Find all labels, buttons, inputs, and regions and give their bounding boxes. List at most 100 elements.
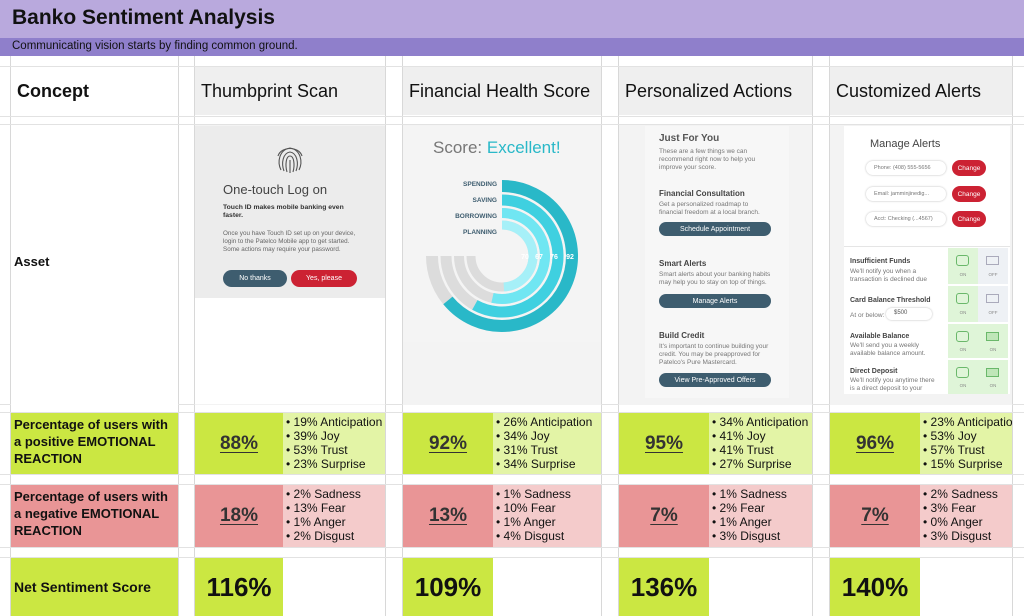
emotion-item: 34% Anticipation (712, 415, 812, 429)
emotion-item: 23% Anticipation (923, 415, 1012, 429)
score-category-list: SPENDING SAVING BORROWING PLANNING (443, 177, 497, 241)
toggle-label: ON (959, 383, 967, 388)
alert-toggle-off[interactable]: OFF (978, 248, 1008, 284)
section-title: Build Credit (659, 331, 705, 340)
alert-row-text: We'll notify you anytime there is a dire… (850, 377, 935, 392)
emotion-item: 0% Anger (923, 515, 1012, 529)
chat-icon (956, 255, 969, 266)
negative-pct-thumbprint: 18% (195, 485, 283, 547)
mail-icon (986, 368, 999, 377)
manage-alerts-button[interactable]: Manage Alerts (659, 294, 771, 308)
toggle-label: ON (989, 347, 997, 352)
alert-toggle-on[interactable]: ON (948, 360, 978, 394)
change-account-button[interactable]: Change (952, 211, 986, 227)
yes-please-button[interactable]: Yes, please (291, 270, 357, 287)
emotion-item: 39% Joy (286, 429, 385, 443)
page-title: Banko Sentiment Analysis (12, 6, 275, 29)
emotion-item: 3% Disgust (923, 529, 1012, 543)
score-ring-value: 67 (535, 254, 543, 261)
emotion-item: 34% Joy (496, 429, 601, 443)
score-heading: Score: Excellent! (433, 138, 561, 158)
grid-line (601, 56, 602, 616)
score-ring (472, 194, 564, 318)
score-ring (443, 180, 578, 332)
mail-icon (986, 332, 999, 341)
positive-pct-customized-alerts: 96% (830, 413, 920, 474)
positive-pct-thumbprint: 88% (195, 413, 283, 474)
score-value: Excellent! (486, 138, 561, 157)
change-email-button[interactable]: Change (952, 186, 986, 202)
emotion-item: 2% Disgust (286, 529, 385, 543)
toggle-label: OFF (988, 272, 998, 277)
alert-row-text: At or below: (850, 312, 885, 319)
concept-header-thumbprint: Thumbprint Scan (195, 67, 385, 115)
view-offers-button[interactable]: View Pre-Approved Offers (659, 373, 771, 387)
emotion-item: 26% Anticipation (496, 415, 601, 429)
schedule-appointment-button[interactable]: Schedule Appointment (659, 222, 771, 236)
account-field[interactable]: Acct: Checking (...4567) (866, 212, 946, 226)
grid-line (0, 547, 1024, 548)
asset-label-cell (11, 125, 178, 405)
subtitle-bar: Communicating vision starts by finding c… (0, 38, 1024, 56)
emotion-item: 27% Surprise (712, 457, 812, 471)
thumbprint-mockup: One-touch Log on Touch ID makes mobile b… (195, 126, 385, 404)
emotion-item: 31% Trust (496, 443, 601, 457)
emotion-item: 1% Anger (712, 515, 812, 529)
emotion-item: 3% Disgust (712, 529, 812, 543)
emotion-item: 41% Joy (712, 429, 812, 443)
emotion-item: 4% Disgust (496, 529, 601, 543)
thumbprint-body: Once you have Touch ID set up on your de… (223, 230, 356, 253)
net-score-thumbprint: 116% (195, 558, 283, 616)
fingerprint-icon (277, 147, 303, 173)
score-category: SAVING (472, 197, 497, 204)
alert-toggle-on[interactable]: ON (948, 324, 978, 358)
positive-breakdown-financial-health: 26% Anticipation 34% Joy 31% Trust 34% S… (493, 413, 601, 474)
alert-row-text: We'll send you a weekly available balanc… (850, 342, 926, 357)
alert-row-title: Insufficient Funds (850, 258, 911, 265)
alert-toggle-on[interactable]: ON (948, 248, 978, 284)
grid-line (1012, 56, 1013, 616)
emotion-item: 19% Anticipation (286, 415, 385, 429)
alert-toggle-on[interactable]: ON (978, 360, 1008, 394)
mail-icon (986, 256, 999, 265)
concept-label: Concept (11, 67, 178, 115)
positive-breakdown-personalized-actions: 34% Anticipation 41% Joy 41% Trust 27% S… (709, 413, 812, 474)
negative-row-label: Percentage of users with a negative EMOT… (11, 485, 178, 547)
title-bar: Banko Sentiment Analysis (0, 0, 1024, 38)
grid-line (0, 557, 1024, 558)
positive-breakdown-thumbprint: 19% Anticipation 39% Joy 53% Trust 23% S… (283, 413, 385, 474)
negative-breakdown-thumbprint: 2% Sadness 13% Fear 1% Anger 2% Disgust (283, 485, 385, 547)
toggle-label: ON (959, 272, 967, 277)
emotion-item: 2% Sadness (286, 487, 385, 501)
change-phone-button[interactable]: Change (952, 160, 986, 176)
thumbprint-heading: One-touch Log on (223, 182, 328, 197)
grid-line (385, 56, 386, 616)
phone-field[interactable]: Phone: (408) 555-5656 (866, 161, 946, 175)
email-field[interactable]: Email: jamminjinedig... (866, 187, 946, 201)
score-ring-value: 76 (550, 254, 558, 261)
score-ring (491, 208, 550, 304)
toggle-label: ON (959, 310, 967, 315)
alert-toggle-on[interactable]: ON (978, 324, 1008, 358)
alerts-mockup: Manage Alerts Phone: (408) 555-5656 Chan… (844, 126, 1010, 394)
score-ring (501, 220, 538, 292)
grid-line (0, 124, 1024, 125)
threshold-amount-input[interactable]: $500 (886, 308, 932, 320)
grid-line (194, 56, 195, 616)
grid-line (0, 116, 1024, 117)
toggle-label: OFF (988, 310, 998, 315)
toggle-label: ON (959, 347, 967, 352)
alert-toggle-on[interactable]: ON (948, 286, 978, 322)
mail-icon (986, 294, 999, 303)
actions-intro: These are a few things we can recommend … (659, 148, 756, 171)
no-thanks-button[interactable]: No thanks (223, 270, 287, 287)
toggle-label: ON (989, 383, 997, 388)
grid-line (10, 56, 11, 616)
section-text: Smart alerts about your banking habits m… (659, 271, 771, 286)
emotion-item: 2% Sadness (923, 487, 1012, 501)
negative-breakdown-financial-health: 1% Sadness 10% Fear 1% Anger 4% Disgust (493, 485, 601, 547)
alert-toggle-off[interactable]: OFF (978, 286, 1008, 322)
score-category: SPENDING (463, 181, 497, 188)
score-mockup: Score: Excellent! 92 76 67 70 SPENDING SAVI… (403, 126, 601, 342)
section-text: It's important to continue building your… (659, 343, 769, 366)
